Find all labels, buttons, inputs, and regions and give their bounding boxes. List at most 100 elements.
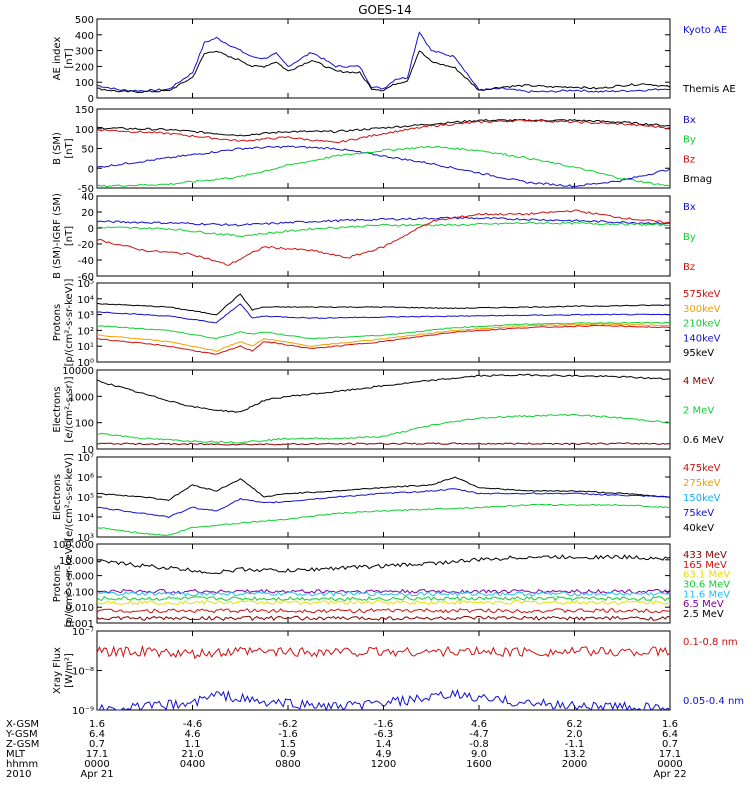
legend-entry: Bz bbox=[683, 262, 695, 273]
y-tick-label: 200 bbox=[75, 62, 94, 73]
y-tick-label: 10⁻⁹ bbox=[72, 706, 94, 717]
y-axis-label: Electrons bbox=[52, 474, 63, 520]
x-tick-value: 0000 bbox=[657, 759, 682, 770]
series-line-0-05-0-4-nm bbox=[97, 688, 671, 712]
y-axis-label: B (SM) bbox=[52, 132, 63, 165]
y-tick-label: 10² bbox=[77, 326, 94, 337]
x-tick-value: 1.5 bbox=[280, 739, 296, 750]
y-tick-label: 0.100 bbox=[65, 587, 94, 598]
y-tick-label: 10⁴ bbox=[77, 513, 94, 524]
x-axis-row-label: Y-GSM bbox=[5, 729, 38, 740]
series-line-by bbox=[96, 145, 671, 188]
y-tick-label: 10⁻⁸ bbox=[72, 667, 94, 678]
y-tick-label: 10⁷ bbox=[77, 453, 94, 464]
x-tick-value: Apr 21 bbox=[80, 769, 113, 780]
legend-entry: 75keV bbox=[683, 508, 714, 519]
legend-entry: 0.6 MeV bbox=[683, 435, 724, 446]
y-tick-label: 50 bbox=[81, 145, 94, 156]
y-tick-label: 0 bbox=[88, 224, 94, 235]
series-line-2-mev bbox=[96, 413, 671, 444]
legend-entry: 165 MeV bbox=[683, 560, 727, 571]
panel-7: 0.001 0.010 0.100 1.000 10.000 100.000 Protons… bbox=[52, 540, 730, 630]
series-line-0-6-mev bbox=[96, 373, 671, 413]
series-line-75kev bbox=[96, 488, 671, 519]
legend-entry: 2 MeV bbox=[683, 406, 714, 417]
series-line-30-6-mev bbox=[96, 595, 671, 602]
series-line-575kev bbox=[96, 324, 671, 355]
series-line-95kev bbox=[96, 293, 671, 316]
x-axis-row-label: Z-GSM bbox=[6, 739, 39, 750]
y-tick-label: 10⁻⁷ bbox=[72, 627, 94, 638]
y-tick-label: 500 bbox=[75, 15, 94, 26]
series-line-433-mev bbox=[96, 615, 671, 622]
y-tick-label: 0 bbox=[88, 164, 94, 175]
x-tick-value: -4.7 bbox=[469, 729, 489, 740]
y-tick-label: 100 bbox=[75, 125, 94, 136]
x-tick-value: 6.2 bbox=[567, 719, 583, 730]
series-line-140kev bbox=[96, 303, 671, 324]
y-tick-label: 10⁵ bbox=[77, 279, 94, 290]
x-tick-value: 0000 bbox=[84, 759, 109, 770]
legend-entry: 30.6 MeV bbox=[683, 580, 730, 591]
series-line-kyoto-ae bbox=[96, 31, 671, 94]
y-tick-label: 10⁰ bbox=[77, 358, 94, 369]
legend-entry: 2.5 MeV bbox=[683, 609, 724, 620]
x-axis-row-label: MLT bbox=[6, 749, 26, 760]
y-axis-label: [nT] bbox=[64, 138, 75, 158]
legend-entry: 40keV bbox=[683, 523, 714, 534]
x-axis-row-label: hhmm bbox=[6, 759, 38, 770]
y-tick-label: 100 bbox=[75, 78, 94, 89]
x-tick-value: 2.0 bbox=[567, 729, 583, 740]
series-line-themis-ae bbox=[97, 50, 671, 94]
legend-entry: 150keV bbox=[683, 493, 721, 504]
x-tick-value: 9.0 bbox=[471, 749, 487, 760]
y-tick-label: 10³ bbox=[77, 311, 94, 322]
x-tick-value: 6.4 bbox=[662, 729, 678, 740]
x-tick-value: 4.6 bbox=[185, 729, 201, 740]
x-tick-value: -6.2 bbox=[278, 719, 298, 730]
legend-entry: By bbox=[683, 232, 696, 243]
y-tick-label: 0.010 bbox=[65, 603, 94, 614]
legend-entry: 433 MeV bbox=[683, 550, 727, 561]
legend-entry: By bbox=[683, 135, 696, 146]
panel-frame bbox=[96, 630, 671, 711]
series-line-11-6-mev bbox=[96, 591, 671, 597]
y-tick-label: -50 bbox=[78, 184, 94, 195]
y-tick-label: 10⁶ bbox=[77, 473, 94, 484]
series-line-bz bbox=[96, 119, 671, 144]
y-axis-label: Xray Flux bbox=[52, 647, 63, 694]
y-axis-label: Protons bbox=[52, 304, 63, 341]
x-tick-value: -1.6 bbox=[374, 719, 394, 730]
x-tick-value: 0.7 bbox=[89, 739, 105, 750]
panel-3: -60 -40 -20 0 20 40 B (SM)-IGRF (SM) [nT] Bx By Bz bbox=[52, 192, 696, 283]
y-tick-label: -20 bbox=[78, 240, 94, 251]
y-tick-label: 1.000 bbox=[65, 572, 94, 583]
legend-entry: 4 MeV bbox=[683, 376, 714, 387]
legend-entry: 575keV bbox=[683, 289, 721, 300]
legend-entry: 140keV bbox=[683, 333, 721, 344]
x-tick-value: 13.2 bbox=[563, 749, 585, 760]
x-tick-value: 1600 bbox=[466, 759, 491, 770]
x-tick-value: 1.4 bbox=[376, 739, 392, 750]
y-tick-label: 10000 bbox=[62, 366, 94, 377]
y-tick-label: 10 bbox=[81, 445, 94, 456]
y-tick-label: 10⁵ bbox=[77, 493, 94, 504]
x-tick-value: 0.7 bbox=[662, 739, 678, 750]
series-line-by bbox=[96, 221, 671, 238]
series-line-2-5-mev bbox=[96, 554, 671, 575]
y-tick-label: 400 bbox=[75, 31, 94, 42]
series-line-bx bbox=[96, 216, 671, 227]
y-axis-label: B (SM)-IGRF (SM) bbox=[52, 193, 63, 279]
y-tick-label: 100 bbox=[75, 419, 94, 430]
y-axis-label: [e/(cm²-s-sr)] bbox=[64, 376, 75, 442]
legend-entry: Bx bbox=[683, 202, 696, 213]
series-line-0-1-0-8-nm bbox=[96, 644, 671, 660]
legend-entry: 11.6 MeV bbox=[683, 589, 730, 600]
x-tick-value: -6.3 bbox=[374, 729, 394, 740]
x-tick-value: 4.6 bbox=[471, 719, 487, 730]
series-line-bz bbox=[96, 209, 671, 266]
legend-entry: 0.1-0.8 nm bbox=[683, 637, 738, 648]
legend-entry: Themis AE bbox=[682, 84, 736, 95]
legend-entry: 0.05-0.4 nm bbox=[683, 696, 744, 707]
